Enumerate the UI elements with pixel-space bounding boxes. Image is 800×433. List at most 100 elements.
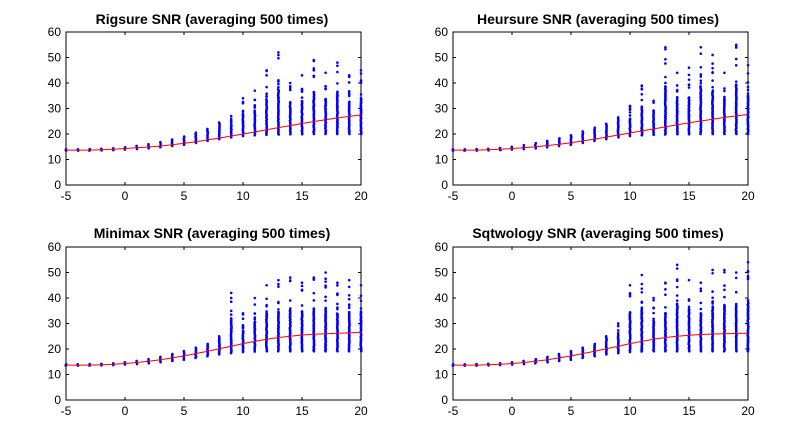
- scatter-outlier: [723, 98, 726, 102]
- scatter-outlier: [347, 93, 351, 97]
- scatter-outlier: [687, 73, 691, 77]
- y-tick-label: 50: [435, 266, 449, 280]
- scatter-point: [123, 145, 127, 149]
- scatter-outlier: [723, 270, 726, 274]
- scatter-max-point: [652, 99, 655, 103]
- scatter-outlier: [734, 46, 738, 49]
- scatter-outlier: [711, 71, 714, 74]
- mean-snr-line: [453, 113, 749, 151]
- scatter-outlier: [265, 310, 268, 313]
- scatter-point: [545, 139, 549, 143]
- scatter-outlier: [300, 90, 304, 93]
- scatter-outlier: [347, 306, 351, 310]
- scatter-outlier: [664, 62, 667, 65]
- x-tick-label: 15: [682, 404, 696, 418]
- scatter-outlier: [300, 284, 304, 288]
- scatter-outlier: [652, 111, 655, 115]
- scatter-outlier: [347, 304, 351, 307]
- scatter-point: [534, 141, 538, 145]
- subplot-rigsure: Rigsure SNR (averaging 500 times) -5 0 5 10…: [48, 11, 368, 203]
- scatter-outlier: [277, 80, 280, 83]
- scatter-outlier: [312, 299, 316, 302]
- scatter-max-point: [734, 43, 738, 47]
- x-tick-label: 0: [122, 189, 129, 203]
- scatter-outlier: [628, 111, 632, 114]
- scatter-max-point: [640, 273, 644, 277]
- scatter-max-point: [324, 271, 327, 274]
- scatter-max-point: [312, 276, 316, 279]
- scatter-outlier: [336, 284, 339, 287]
- scatter-outlier: [711, 271, 714, 275]
- scatter-outlier: [699, 301, 703, 305]
- chart-title: Minimax SNR (averaging 500 times): [94, 225, 331, 241]
- scatter-outlier: [277, 308, 280, 311]
- scatter-outlier: [229, 313, 233, 316]
- scatter-max-point: [277, 51, 280, 54]
- scatter-outlier: [699, 73, 703, 76]
- scatter-outlier: [336, 70, 339, 74]
- scatter-outlier: [699, 307, 703, 311]
- scatter-outlier: [288, 100, 292, 104]
- scatter-outlier: [723, 87, 726, 90]
- scatter-max-point: [711, 268, 714, 272]
- scatter-max-point: [711, 53, 714, 57]
- scatter-outlier: [675, 294, 679, 297]
- x-tick-label: 0: [122, 404, 129, 418]
- scatter-outlier: [312, 74, 316, 78]
- scatter-outlier: [265, 74, 268, 77]
- scatter-outlier: [241, 113, 245, 117]
- scatter-point: [123, 360, 127, 364]
- x-tick-label: 0: [509, 404, 516, 418]
- scatter-outlier: [277, 301, 280, 305]
- scatter-point: [265, 97, 268, 101]
- scatter-point: [510, 360, 514, 364]
- scatter-outlier: [687, 309, 691, 313]
- scatter-point: [604, 334, 608, 338]
- scatter-max-point: [746, 63, 750, 67]
- scatter-max-point: [288, 276, 292, 279]
- scatter-outlier: [711, 62, 714, 65]
- scatter-outlier: [746, 94, 750, 98]
- scatter-outlier: [229, 317, 233, 321]
- scatter-outlier: [664, 306, 667, 309]
- y-tick-label: 60: [435, 240, 449, 254]
- mean-curve: [453, 332, 749, 366]
- scatter-outlier: [359, 307, 363, 310]
- scatter-point: [604, 122, 608, 126]
- scatter-point: [348, 100, 351, 104]
- scatter-outlier: [312, 307, 316, 311]
- scatter-max-point: [288, 81, 292, 85]
- scatter-outlier: [229, 119, 233, 123]
- scatter-outlier: [687, 86, 691, 89]
- scatter-outlier: [687, 96, 691, 99]
- scatter-outlier: [675, 88, 679, 92]
- scatter-outlier: [699, 289, 703, 293]
- scatter-outlier: [288, 88, 292, 92]
- scatter-outlier: [687, 298, 691, 301]
- scatter-outlier: [324, 98, 327, 102]
- scatter-outlier: [229, 309, 233, 313]
- scatter-outlier: [746, 72, 750, 75]
- y-tick-label: 40: [48, 76, 62, 90]
- scatter-outlier: [640, 98, 644, 102]
- scatter-outlier: [359, 72, 363, 75]
- x-tick-label: -5: [448, 404, 459, 418]
- scatter-max-point: [324, 71, 327, 75]
- scatter-max-point: [241, 97, 245, 100]
- x-tick-label: 15: [295, 404, 309, 418]
- scatter-outlier: [652, 311, 655, 315]
- scatter-point: [217, 121, 221, 124]
- scatter-outlier: [253, 316, 257, 319]
- scatter-outlier: [253, 320, 257, 324]
- scatter-outlier: [277, 285, 280, 288]
- scatter-outlier: [734, 64, 738, 67]
- scatter-outlier: [265, 297, 268, 301]
- scatter-outlier: [324, 84, 327, 88]
- scatter-outlier: [359, 311, 363, 315]
- y-tick-label: 0: [441, 178, 448, 192]
- scatter-outlier: [687, 78, 691, 81]
- scatter-max-point: [347, 278, 351, 282]
- scatter-outlier: [628, 108, 632, 111]
- scatter-outlier: [711, 302, 714, 305]
